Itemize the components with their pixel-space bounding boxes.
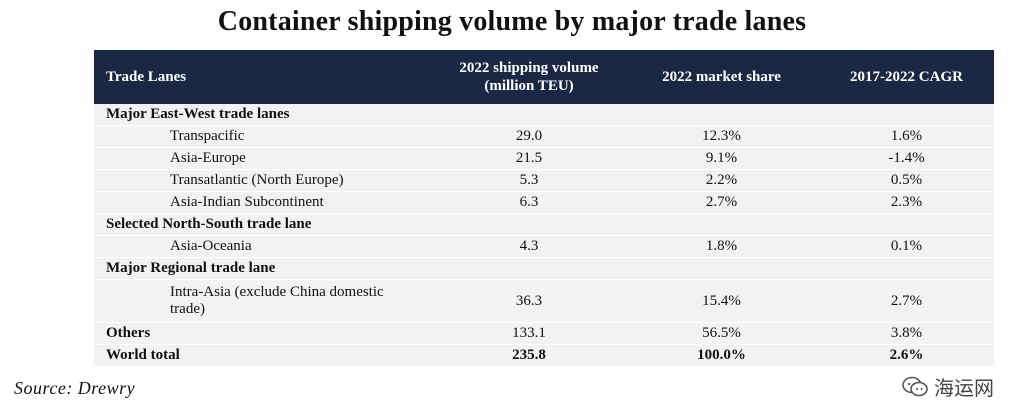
lane-name: Asia-Oceania	[94, 235, 434, 258]
header-cagr: 2017-2022 CAGR	[850, 69, 963, 85]
cagr-cell: 2.7%	[819, 279, 994, 323]
volume-cell: 21.5	[434, 147, 624, 170]
cagr-cell: 1.6%	[819, 125, 994, 148]
volume-cell: 29.0	[434, 125, 624, 148]
share-cell: 1.8%	[624, 235, 819, 258]
header-volume: 2022 shipping volume (million TEU)	[434, 50, 624, 104]
lane-name: Asia-Europe	[94, 147, 434, 170]
table-header-row: Trade Lanes 2022 shipping volume (millio…	[94, 50, 994, 104]
table-row: Asia-Indian Subcontinent 6.3 2.7% 2.3%	[94, 191, 994, 214]
watermark: 海运网	[902, 372, 994, 401]
table-row: Asia-Oceania 4.3 1.8% 0.1%	[94, 235, 994, 258]
share-cell: 2.2%	[624, 169, 819, 192]
volume-cell: 133.1	[434, 322, 624, 345]
source-note: Source: Drewry	[14, 378, 136, 398]
others-label: Others	[94, 322, 434, 345]
section-row: Major Regional trade lane	[94, 257, 994, 280]
cagr-cell: 0.1%	[819, 235, 994, 258]
share-cell: 56.5%	[624, 322, 819, 345]
table-row: Asia-Europe 21.5 9.1% -1.4%	[94, 147, 994, 170]
page-title: Container shipping volume by major trade…	[217, 6, 807, 37]
section-row: Major East-West trade lanes	[94, 104, 994, 126]
share-cell: 15.4%	[624, 279, 819, 323]
watermark-text: 海运网	[934, 376, 994, 400]
volume-cell: 6.3	[434, 191, 624, 214]
share-cell: 2.7%	[624, 191, 819, 214]
total-row: World total 235.8 100.0% 2.6%	[94, 344, 994, 367]
share-cell: 100.0%	[624, 344, 819, 367]
lane-name: Transpacific	[94, 125, 434, 148]
section-label: Major East-West trade lanes	[94, 104, 994, 126]
volume-cell: 4.3	[434, 235, 624, 258]
share-cell: 9.1%	[624, 147, 819, 170]
section-label: Major Regional trade lane	[94, 257, 994, 280]
table-row: Transpacific 29.0 12.3% 1.6%	[94, 125, 994, 148]
cagr-cell: 3.8%	[819, 322, 994, 345]
header-trade-lanes: Trade Lanes	[106, 69, 187, 85]
table-row: Intra-Asia (exclude China domestic trade…	[94, 279, 994, 323]
lane-name: Intra-Asia (exclude China domestic trade…	[94, 279, 434, 323]
cagr-cell: -1.4%	[819, 147, 994, 170]
volume-cell: 36.3	[434, 279, 624, 323]
volume-cell: 5.3	[434, 169, 624, 192]
total-label: World total	[94, 344, 434, 367]
header-market-share: 2022 market share	[662, 69, 781, 85]
section-row: Selected North-South trade lane	[94, 213, 994, 236]
table-row: Transatlantic (North Europe) 5.3 2.2% 0.…	[94, 169, 994, 192]
header-volume-text: 2022 shipping volume (million TEU)	[459, 60, 599, 94]
trade-lanes-table: Trade Lanes 2022 shipping volume (millio…	[94, 50, 994, 367]
others-row: Others 133.1 56.5% 3.8%	[94, 322, 994, 345]
lane-name: Transatlantic (North Europe)	[94, 169, 434, 192]
cagr-cell: 2.3%	[819, 191, 994, 214]
section-label: Selected North-South trade lane	[94, 213, 994, 236]
lane-name: Asia-Indian Subcontinent	[94, 191, 434, 214]
share-cell: 12.3%	[624, 125, 819, 148]
cagr-cell: 2.6%	[819, 344, 994, 367]
lane-name-text: Intra-Asia (exclude China domestic trade…	[170, 284, 384, 317]
volume-cell: 235.8	[434, 344, 624, 367]
cagr-cell: 0.5%	[819, 169, 994, 192]
chat-bubbles-icon	[902, 376, 928, 396]
